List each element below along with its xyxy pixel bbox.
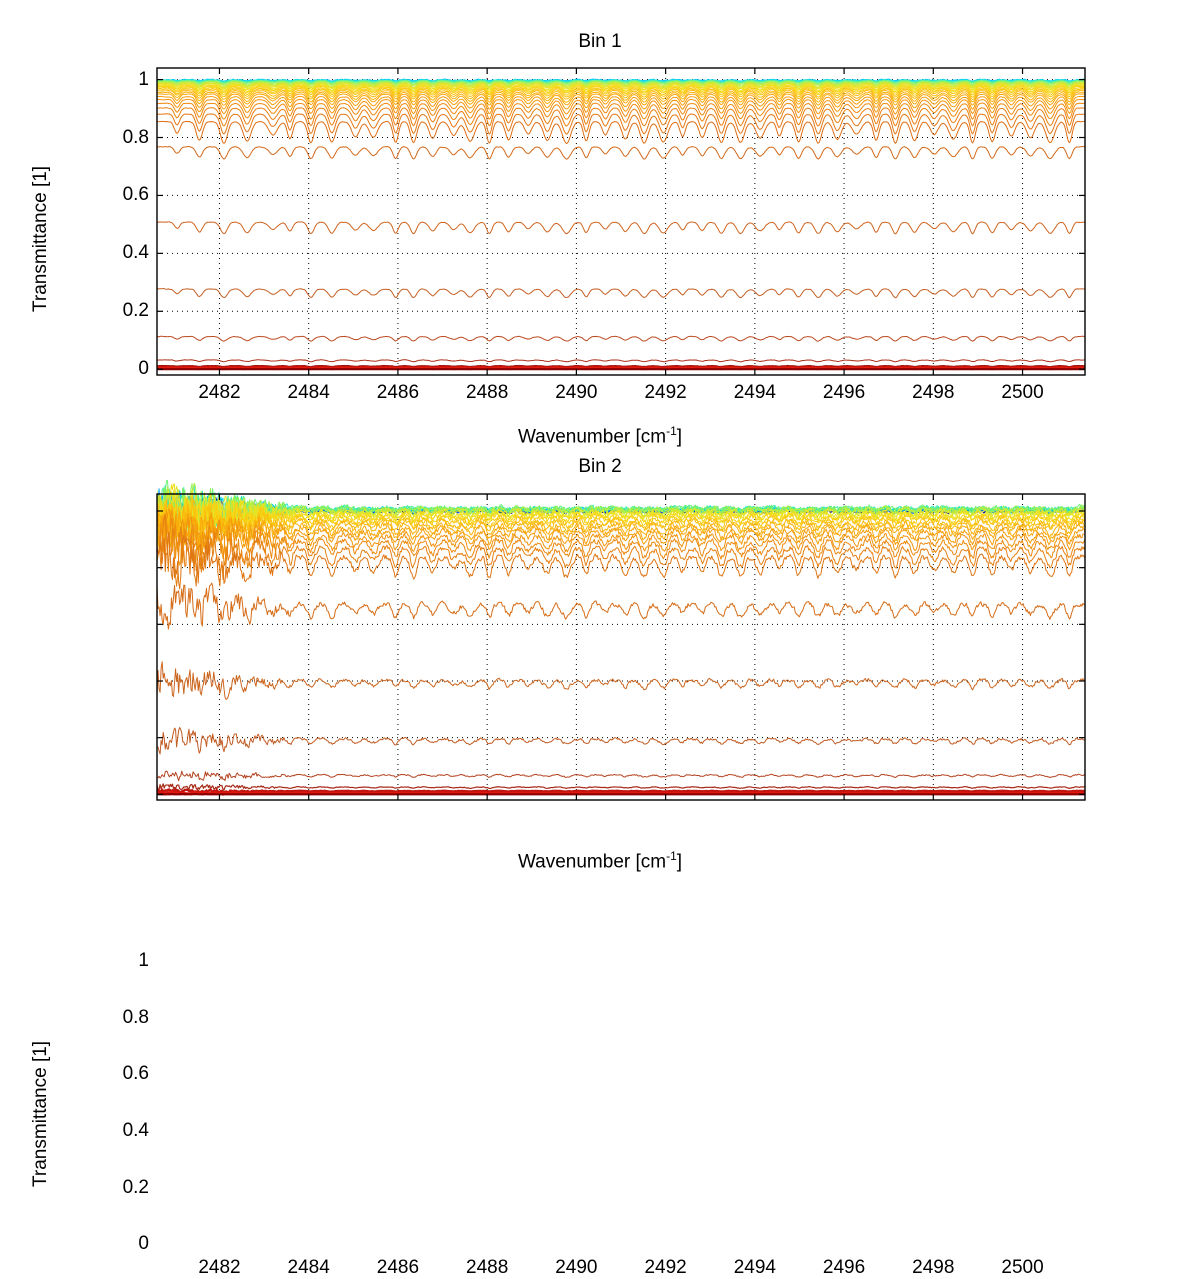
x-tick-label: 2490 <box>555 382 597 404</box>
y-tick-label: 0 <box>105 358 149 380</box>
y-tick-label: 0 <box>105 1233 149 1255</box>
y-tick-label: 0.8 <box>105 127 149 149</box>
y-tick-label: 0.4 <box>105 242 149 264</box>
spectrum-line <box>157 114 1085 134</box>
y-tick-label: 0.2 <box>105 1177 149 1199</box>
x-tick-label: 2490 <box>555 1257 597 1279</box>
spectrum-line <box>157 360 1085 362</box>
x-tick-label: 2482 <box>198 382 240 404</box>
spectrum-line <box>157 222 1085 234</box>
spectrum-line <box>157 289 1085 298</box>
x-tick-label: 2484 <box>288 382 330 404</box>
panel-bin-1: Bin 1 Transmittance [1] Wavenumber [cm-1… <box>0 0 1200 450</box>
x-tick-label: 2498 <box>912 1257 954 1279</box>
plot-canvas-bin-2 <box>0 450 1200 901</box>
x-tick-label: 2500 <box>1001 1257 1043 1279</box>
y-tick-label: 0.8 <box>105 1007 149 1029</box>
x-tick-label: 2486 <box>377 382 419 404</box>
y-axis-label-bin-2: Transmittance [1] <box>30 1041 52 1187</box>
spectrum-line <box>157 496 1085 546</box>
y-tick-label: 0.6 <box>105 1063 149 1085</box>
x-tick-label: 2492 <box>644 382 686 404</box>
x-tick-label: 2486 <box>377 1257 419 1279</box>
y-tick-label: 0.6 <box>105 184 149 206</box>
y-axis-label-text-bin-2: Transmittance [1] <box>30 1041 51 1187</box>
x-tick-label: 2482 <box>198 1257 240 1279</box>
panel-bin-2: Bin 2 Transmittance [1] Wavenumber [cm-1… <box>0 450 1200 901</box>
x-tick-label: 2492 <box>644 1257 686 1279</box>
figure-root: Bin 1 Transmittance [1] Wavenumber [cm-1… <box>0 0 1200 901</box>
spectrum-line <box>157 583 1085 629</box>
x-tick-label: 2488 <box>466 382 508 404</box>
x-tick-label: 2488 <box>466 1257 508 1279</box>
spectrum-line <box>157 771 1085 781</box>
y-tick-label: 1 <box>105 69 149 91</box>
x-tick-label: 2494 <box>734 1257 776 1279</box>
series-group <box>157 479 1085 794</box>
x-tick-label: 2500 <box>1001 382 1043 404</box>
spectrum-line <box>157 662 1085 700</box>
x-tick-label: 2496 <box>823 382 865 404</box>
x-tick-label: 2484 <box>288 1257 330 1279</box>
spectrum-line <box>157 727 1085 754</box>
spectrum-line <box>157 784 1085 790</box>
x-tick-label: 2498 <box>912 382 954 404</box>
spectrum-line <box>157 121 1085 143</box>
x-tick-label: 2496 <box>823 1257 865 1279</box>
spectrum-line <box>157 147 1085 160</box>
y-tick-label: 0.2 <box>105 300 149 322</box>
spectrum-line <box>157 336 1085 341</box>
y-tick-label: 1 <box>105 950 149 972</box>
y-tick-label: 0.4 <box>105 1120 149 1142</box>
x-tick-label: 2494 <box>734 382 776 404</box>
series-group <box>157 79 1085 369</box>
